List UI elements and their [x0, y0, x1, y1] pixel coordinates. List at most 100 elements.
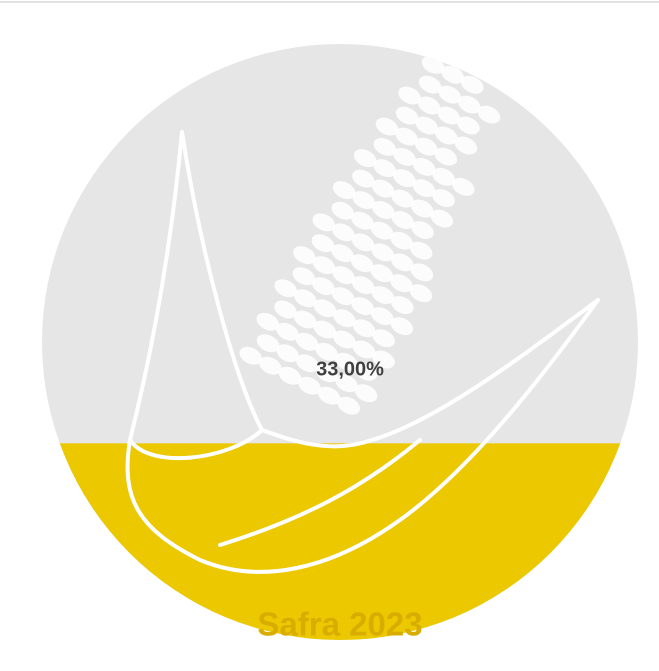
corn-kernel — [331, 244, 354, 263]
corn-kernel — [412, 157, 436, 176]
corn-kernel — [435, 126, 458, 145]
corn-kernel — [276, 344, 299, 363]
corn-kernel — [274, 279, 297, 298]
corn-kernel — [353, 149, 377, 168]
corn-kernel — [372, 329, 395, 348]
corn-kernel — [395, 127, 418, 146]
corn-kernel — [259, 356, 282, 375]
corn-kernel — [293, 289, 317, 308]
corn-kernel — [371, 286, 395, 305]
corn-kernel — [415, 116, 439, 135]
chart-title: Safra 2023 — [257, 606, 422, 643]
corn-kernel — [370, 221, 394, 240]
corn-kernel — [391, 211, 415, 230]
corn-kernel — [293, 246, 316, 265]
corn-kernel — [333, 330, 356, 349]
corn-kernel — [351, 233, 375, 252]
corn-kernel — [434, 147, 458, 166]
corn-kernel — [352, 319, 376, 338]
corn-kernel — [313, 320, 337, 339]
corn-kernel — [410, 199, 434, 218]
corn-leaf — [128, 130, 184, 442]
corn-kernel — [293, 310, 317, 329]
corn-kernel — [432, 189, 455, 208]
corn-kernel — [332, 223, 355, 242]
corn-kernel — [457, 116, 480, 135]
corn-kernel — [373, 137, 397, 156]
corn-kernel — [278, 366, 302, 385]
corn-kernel — [411, 221, 434, 239]
corn-kernel — [409, 241, 433, 260]
corn-kernel — [430, 209, 454, 228]
corn-kernel — [390, 274, 413, 293]
corn-kernel — [274, 300, 297, 319]
corn-kernel — [352, 169, 375, 188]
corn-kernel — [391, 189, 414, 208]
corn-kernel — [414, 137, 438, 156]
corn-kernel — [315, 342, 338, 361]
corn-kernel — [295, 354, 319, 373]
corn-kernel — [298, 376, 321, 395]
corn-kernel — [351, 211, 374, 230]
corn-kernel — [460, 75, 484, 94]
corn-kernel — [458, 95, 481, 114]
corn-kernel — [417, 96, 441, 115]
corn-kernel — [390, 253, 414, 272]
corn-kernel — [395, 106, 419, 125]
corn-kernel — [351, 276, 375, 295]
corn-kernel — [393, 169, 416, 188]
corn-cob — [239, 55, 501, 415]
corn-kernel — [354, 384, 378, 403]
corn-kernel — [438, 85, 462, 104]
corn-kernel — [332, 181, 356, 200]
corn-kernel — [352, 340, 376, 359]
corn-kernel — [312, 256, 336, 275]
corn-kernel — [432, 167, 455, 186]
corn-kernel — [337, 396, 361, 415]
corn-kernel — [295, 332, 319, 351]
corn-kernel — [454, 136, 478, 155]
corn-kernel — [371, 243, 394, 262]
corn-kernel — [317, 386, 341, 405]
corn-kernel — [410, 263, 434, 282]
corn-kernel — [312, 277, 335, 296]
value-label: 33,00% — [316, 358, 384, 380]
corn-kernel — [315, 364, 339, 383]
corn-kernel — [418, 75, 442, 94]
corn-kernel — [312, 213, 336, 232]
corn-kernel — [390, 317, 414, 336]
corn-kernel — [391, 296, 414, 315]
corn-kernel — [334, 352, 358, 371]
corn-kernel — [350, 254, 374, 273]
corn-kernel — [313, 299, 337, 318]
corn-kernel — [331, 201, 355, 220]
corn-kernel — [371, 201, 395, 220]
corn-kernel — [256, 312, 280, 331]
corn-kernel — [375, 117, 399, 136]
corn-kernel — [372, 350, 395, 369]
corn-kernel — [393, 147, 416, 166]
corn-kernel — [239, 346, 263, 365]
corn-kernel — [441, 65, 464, 84]
corn-kernel — [256, 334, 280, 353]
corn-kernel — [352, 191, 375, 210]
corn-kernel — [373, 159, 397, 178]
corn-kernel — [409, 284, 433, 303]
corn-kernel — [437, 106, 461, 125]
corn-kernel — [331, 287, 355, 306]
corn-kernel — [390, 231, 413, 250]
corn-kernel — [477, 105, 501, 124]
corn-kernel — [332, 266, 355, 285]
corn-kernel — [292, 267, 316, 286]
corn-leaf — [218, 438, 422, 547]
corn-kernel — [370, 307, 394, 326]
corn-kernel — [335, 374, 358, 393]
corn-kernel — [351, 297, 374, 316]
corn-kernel — [370, 264, 394, 283]
corn-kernel — [412, 179, 436, 198]
corn-kernel — [333, 309, 356, 328]
corn-kernel — [398, 86, 421, 105]
corn-kernel — [371, 179, 395, 198]
corn-kernel — [354, 362, 378, 381]
